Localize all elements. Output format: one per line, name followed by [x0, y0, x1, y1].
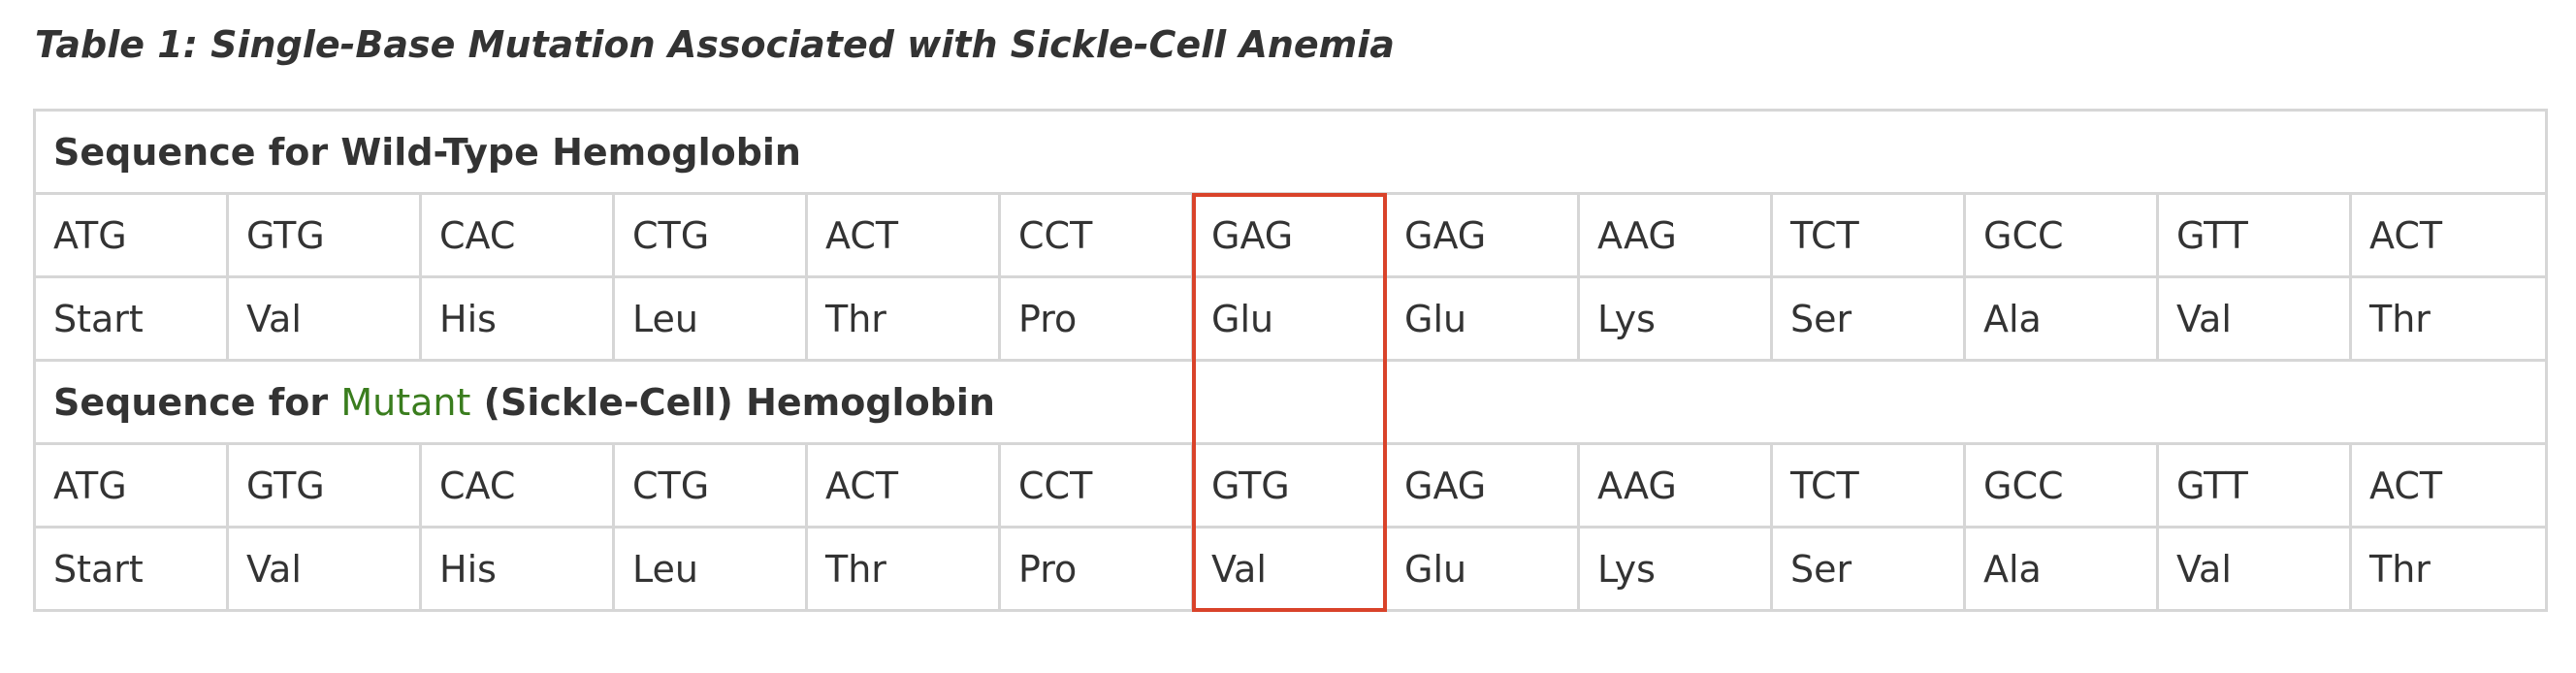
mutant-amino-acid-3: His: [419, 526, 615, 612]
mutant-codon-2: GTG: [226, 442, 422, 529]
wild-type-amino-acid-2: Val: [226, 275, 422, 362]
wild-type-codon-row: ATG GTG CAC CTG ACT CCT GAG GAG AAG TCT …: [33, 192, 2548, 278]
wild-type-amino-acid-13: Thr: [2349, 275, 2548, 362]
mutant-codon-6: CCT: [998, 442, 1194, 529]
wild-type-amino-acid-7: Glu: [1191, 275, 1387, 362]
mutant-amino-acid-7: Val: [1191, 526, 1387, 612]
mutant-codon-8: GAG: [1384, 442, 1580, 529]
mutant-amino-acid-11: Ala: [1963, 526, 2159, 612]
mutant-amino-acid-row: Start Val His Leu Thr Pro Val Glu Lys Se…: [33, 526, 2548, 612]
mutant-amino-acid-4: Leu: [612, 526, 808, 612]
wild-type-codon-5: ACT: [805, 192, 1001, 278]
wild-type-codon-10: TCT: [1770, 192, 1966, 278]
wild-type-amino-acid-12: Val: [2156, 275, 2352, 362]
mutant-amino-acid-9: Lys: [1577, 526, 1773, 612]
mutant-amino-acid-8: Glu: [1384, 526, 1580, 612]
wild-type-codon-11: GCC: [1963, 192, 2159, 278]
wild-type-amino-acid-3: His: [419, 275, 615, 362]
wild-type-codon-13: ACT: [2349, 192, 2548, 278]
mutant-codon-5: ACT: [805, 442, 1001, 529]
mutant-amino-acid-13: Thr: [2349, 526, 2548, 612]
mutant-amino-acid-5: Thr: [805, 526, 1001, 612]
wild-type-amino-acid-10: Ser: [1770, 275, 1966, 362]
mutant-header-prefix: Sequence for: [53, 380, 341, 424]
mutant-codon-3: CAC: [419, 442, 615, 529]
mutant-codon-4: CTG: [612, 442, 808, 529]
table-caption: Table 1: Single-Base Mutation Associated…: [35, 23, 1395, 66]
mutant-codon-7: GTG: [1191, 442, 1387, 529]
mutant-codon-row: ATG GTG CAC CTG ACT CCT GTG GAG AAG TCT …: [33, 442, 2548, 529]
wild-type-codon-8: GAG: [1384, 192, 1580, 278]
wild-type-codon-2: GTG: [226, 192, 422, 278]
mutant-header: Sequence for Mutant (Sickle-Cell) Hemogl…: [33, 359, 2548, 445]
mutant-amino-acid-10: Ser: [1770, 526, 1966, 612]
wild-type-amino-acid-row: Start Val His Leu Thr Pro Glu Glu Lys Se…: [33, 275, 2548, 362]
mutant-amino-acid-12: Val: [2156, 526, 2352, 612]
wild-type-amino-acid-9: Lys: [1577, 275, 1773, 362]
mutant-amino-acid-1: Start: [33, 526, 229, 612]
wild-type-amino-acid-6: Pro: [998, 275, 1194, 362]
mutant-codon-12: GTT: [2156, 442, 2352, 529]
wild-type-codon-1: ATG: [33, 192, 229, 278]
wild-type-codon-4: CTG: [612, 192, 808, 278]
wild-type-header: Sequence for Wild-Type Hemoglobin: [33, 109, 2548, 195]
mutant-codon-11: GCC: [1963, 442, 2159, 529]
wild-type-codon-12: GTT: [2156, 192, 2352, 278]
wild-type-amino-acid-11: Ala: [1963, 275, 2159, 362]
wild-type-amino-acid-5: Thr: [805, 275, 1001, 362]
wild-type-amino-acid-1: Start: [33, 275, 229, 362]
mutant-header-row: Sequence for Mutant (Sickle-Cell) Hemogl…: [33, 359, 2548, 445]
mutant-codon-13: ACT: [2349, 442, 2548, 529]
sequence-table-container: Sequence for Wild-Type Hemoglobin ATG GT…: [33, 109, 2548, 612]
wild-type-codon-7: GAG: [1191, 192, 1387, 278]
wild-type-codon-6: CCT: [998, 192, 1194, 278]
wild-type-codon-3: CAC: [419, 192, 615, 278]
mutant-codon-10: TCT: [1770, 442, 1966, 529]
wild-type-amino-acid-4: Leu: [612, 275, 808, 362]
wild-type-header-row: Sequence for Wild-Type Hemoglobin: [33, 109, 2548, 195]
mutant-amino-acid-6: Pro: [998, 526, 1194, 612]
mutant-header-suffix: (Sickle-Cell) Hemoglobin: [470, 380, 995, 424]
wild-type-codon-9: AAG: [1577, 192, 1773, 278]
mutant-amino-acid-2: Val: [226, 526, 422, 612]
mutant-header-highlight: Mutant: [340, 380, 471, 424]
mutant-codon-9: AAG: [1577, 442, 1773, 529]
wild-type-amino-acid-8: Glu: [1384, 275, 1580, 362]
mutant-codon-1: ATG: [33, 442, 229, 529]
sequence-table: Sequence for Wild-Type Hemoglobin ATG GT…: [33, 109, 2548, 612]
